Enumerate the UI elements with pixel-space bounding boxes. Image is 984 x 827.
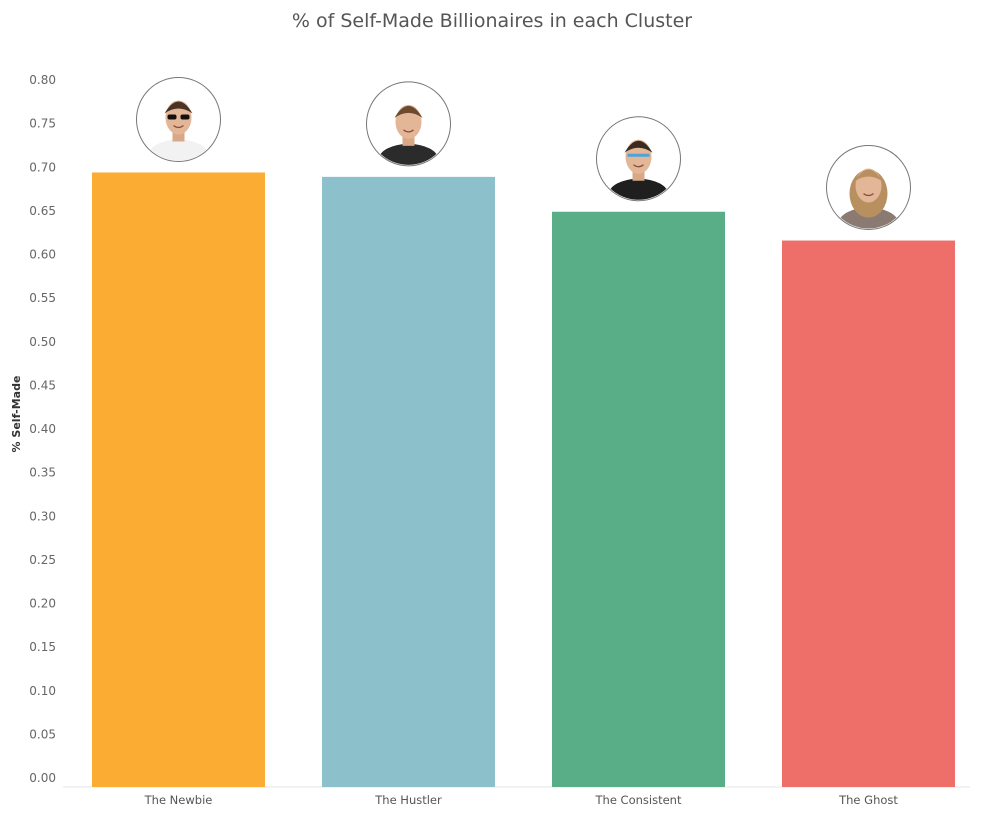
y-axis-ticks: 0.00 0.05 0.10 0.15 0.20 0.25 0.30 0.35 0.40 0.45… bbox=[29, 73, 56, 785]
avatar-icon-newbie bbox=[136, 76, 221, 162]
y-tick-label: 0.20 bbox=[29, 597, 56, 611]
y-tick-label: 0.10 bbox=[29, 684, 56, 698]
bar-the-hustler bbox=[322, 176, 495, 787]
category-label: The Newbie bbox=[144, 793, 213, 807]
bars-group bbox=[92, 172, 955, 788]
category-label: The Consistent bbox=[595, 793, 682, 807]
y-tick-label: 0.80 bbox=[29, 73, 56, 87]
avatar-icon-hustler bbox=[366, 81, 451, 167]
avatars-group bbox=[136, 76, 911, 231]
y-tick-label: 0.40 bbox=[29, 422, 56, 436]
y-tick-label: 0.05 bbox=[29, 727, 56, 741]
bar-the-consistent bbox=[552, 211, 725, 787]
y-tick-label: 0.55 bbox=[29, 291, 56, 305]
y-axis-label: % Self-Made bbox=[10, 376, 23, 453]
category-labels: The Newbie The Hustler The Consistent The G… bbox=[144, 793, 899, 807]
chart-title: % of Self-Made Billionaires in each Clus… bbox=[292, 10, 692, 32]
y-tick-label: 0.60 bbox=[29, 248, 56, 262]
y-tick-label: 0.70 bbox=[29, 160, 56, 174]
avatar-icon-consistent bbox=[596, 116, 681, 202]
y-tick-label: 0.35 bbox=[29, 466, 56, 480]
y-tick-label: 0.65 bbox=[29, 204, 56, 218]
y-tick-label: 0.15 bbox=[29, 640, 56, 654]
y-tick-label: 0.00 bbox=[29, 771, 56, 785]
avatar-icon-ghost bbox=[826, 145, 911, 231]
y-tick-label: 0.50 bbox=[29, 335, 56, 349]
category-label: The Ghost bbox=[838, 793, 898, 807]
y-tick-label: 0.45 bbox=[29, 378, 56, 392]
y-tick-label: 0.25 bbox=[29, 553, 56, 567]
bar-the-newbie bbox=[92, 172, 265, 788]
category-label: The Hustler bbox=[374, 793, 442, 807]
y-tick-label: 0.75 bbox=[29, 117, 56, 131]
bar-the-ghost bbox=[782, 240, 955, 788]
y-tick-label: 0.30 bbox=[29, 509, 56, 523]
